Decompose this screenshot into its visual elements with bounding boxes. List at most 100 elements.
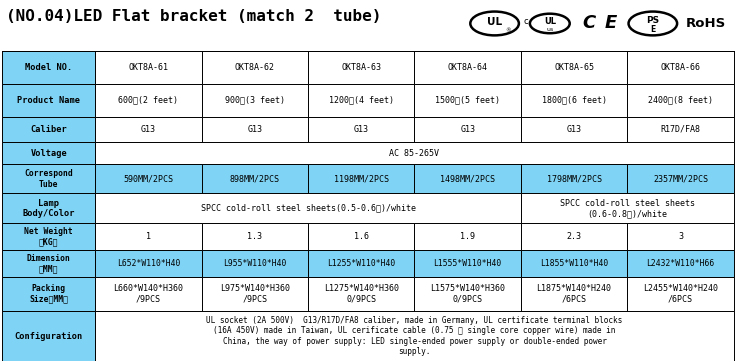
Bar <box>521 277 627 311</box>
Text: Net Weight
（KG）: Net Weight （KG） <box>24 227 73 247</box>
Bar <box>308 223 414 250</box>
Bar <box>2 223 95 250</box>
Text: 600㎜(2 feet): 600㎜(2 feet) <box>118 96 178 105</box>
Text: Product Name: Product Name <box>17 96 80 105</box>
Text: 900㎜(3 feet): 900㎜(3 feet) <box>224 96 285 105</box>
Bar <box>2 164 95 193</box>
Bar <box>202 51 308 84</box>
Bar <box>202 117 308 142</box>
Text: RoHS: RoHS <box>686 17 726 30</box>
Text: 1: 1 <box>146 232 151 241</box>
Text: 1500㎜(5 feet): 1500㎜(5 feet) <box>435 96 500 105</box>
Bar <box>308 51 414 84</box>
Bar <box>521 250 627 277</box>
Text: UL: UL <box>544 17 556 26</box>
Text: us: us <box>546 27 553 32</box>
Text: Lamp
Body/Color: Lamp Body/Color <box>22 199 75 218</box>
Bar <box>95 51 202 84</box>
Text: PS: PS <box>646 17 659 25</box>
Bar <box>414 277 521 311</box>
Text: E: E <box>605 14 617 32</box>
Bar <box>627 117 734 142</box>
Text: L1875*W140*H240
/6PCS: L1875*W140*H240 /6PCS <box>537 284 612 304</box>
Bar <box>521 164 627 193</box>
Bar <box>202 84 308 117</box>
Bar <box>2 117 95 142</box>
Text: (NO.04)LED Flat bracket (match 2  tube): (NO.04)LED Flat bracket (match 2 tube) <box>6 9 381 24</box>
Text: 1800㎜(6 feet): 1800㎜(6 feet) <box>542 96 606 105</box>
Text: Correspond
Tube: Correspond Tube <box>24 169 73 188</box>
Text: 1198MM/2PCS: 1198MM/2PCS <box>333 174 389 183</box>
Bar <box>414 164 521 193</box>
Text: ®: ® <box>505 29 511 34</box>
Text: AC 85-265V: AC 85-265V <box>389 149 439 158</box>
Text: L1255*W110*H40: L1255*W110*H40 <box>327 259 395 268</box>
Text: 1.9: 1.9 <box>460 232 475 241</box>
Text: L1855*W110*H40: L1855*W110*H40 <box>540 259 608 268</box>
Bar <box>95 311 734 361</box>
Bar <box>2 277 95 311</box>
Text: Model NO.: Model NO. <box>25 63 72 72</box>
Bar <box>95 142 734 164</box>
Bar <box>414 223 521 250</box>
Bar <box>95 277 202 311</box>
Text: L660*W140*H360
/9PCS: L660*W140*H360 /9PCS <box>113 284 183 304</box>
Bar <box>2 84 95 117</box>
Bar <box>202 277 308 311</box>
Bar <box>414 51 521 84</box>
Text: SPCC cold-roll steel sheets
(0.6-0.8㎜)/white: SPCC cold-roll steel sheets (0.6-0.8㎜)/w… <box>560 199 695 218</box>
Bar <box>202 223 308 250</box>
Bar <box>414 117 521 142</box>
Text: OKT8A-61: OKT8A-61 <box>128 63 169 72</box>
Text: L975*W140*H360
/9PCS: L975*W140*H360 /9PCS <box>220 284 290 304</box>
Bar <box>202 250 308 277</box>
Text: L1555*W110*H40: L1555*W110*H40 <box>434 259 502 268</box>
Text: Configuration: Configuration <box>15 332 82 341</box>
Bar <box>627 51 734 84</box>
Text: Voltage: Voltage <box>30 149 67 158</box>
Text: L2432*W110*H66: L2432*W110*H66 <box>646 259 715 268</box>
Text: C: C <box>582 14 595 32</box>
Bar <box>2 193 95 223</box>
Bar <box>414 84 521 117</box>
Bar <box>308 164 414 193</box>
Bar <box>308 84 414 117</box>
Bar <box>308 117 414 142</box>
Text: G13: G13 <box>460 125 475 134</box>
Text: G13: G13 <box>141 125 156 134</box>
Text: 2.3: 2.3 <box>567 232 581 241</box>
Text: c: c <box>523 17 528 26</box>
Bar <box>308 250 414 277</box>
Text: 590MM/2PCS: 590MM/2PCS <box>124 174 174 183</box>
Bar <box>627 84 734 117</box>
Bar <box>521 193 734 223</box>
Bar <box>521 51 627 84</box>
Bar <box>308 277 414 311</box>
Bar <box>2 311 95 361</box>
Text: 2400㎜(8 feet): 2400㎜(8 feet) <box>648 96 713 105</box>
Text: 898MM/2PCS: 898MM/2PCS <box>230 174 280 183</box>
Bar <box>2 142 95 164</box>
Bar <box>521 84 627 117</box>
Bar <box>95 250 202 277</box>
Text: Dimension
（MM）: Dimension （MM） <box>26 254 71 273</box>
Text: 1.3: 1.3 <box>247 232 262 241</box>
Text: G13: G13 <box>567 125 581 134</box>
Bar <box>414 250 521 277</box>
Text: OKT8A-63: OKT8A-63 <box>342 63 381 72</box>
Text: L2455*W140*H240
/6PCS: L2455*W140*H240 /6PCS <box>643 284 718 304</box>
Text: 2357MM/2PCS: 2357MM/2PCS <box>653 174 708 183</box>
Text: OKT8A-64: OKT8A-64 <box>447 63 488 72</box>
Bar <box>521 223 627 250</box>
Text: OKT8A-62: OKT8A-62 <box>235 63 275 72</box>
Bar <box>95 193 521 223</box>
Bar <box>627 250 734 277</box>
Bar <box>521 117 627 142</box>
Bar <box>627 223 734 250</box>
Text: 1798MM/2PCS: 1798MM/2PCS <box>547 174 601 183</box>
Text: 1498MM/2PCS: 1498MM/2PCS <box>440 174 495 183</box>
Text: 3: 3 <box>678 232 683 241</box>
Bar <box>2 51 95 84</box>
Text: G13: G13 <box>247 125 262 134</box>
Text: Caliber: Caliber <box>30 125 67 134</box>
